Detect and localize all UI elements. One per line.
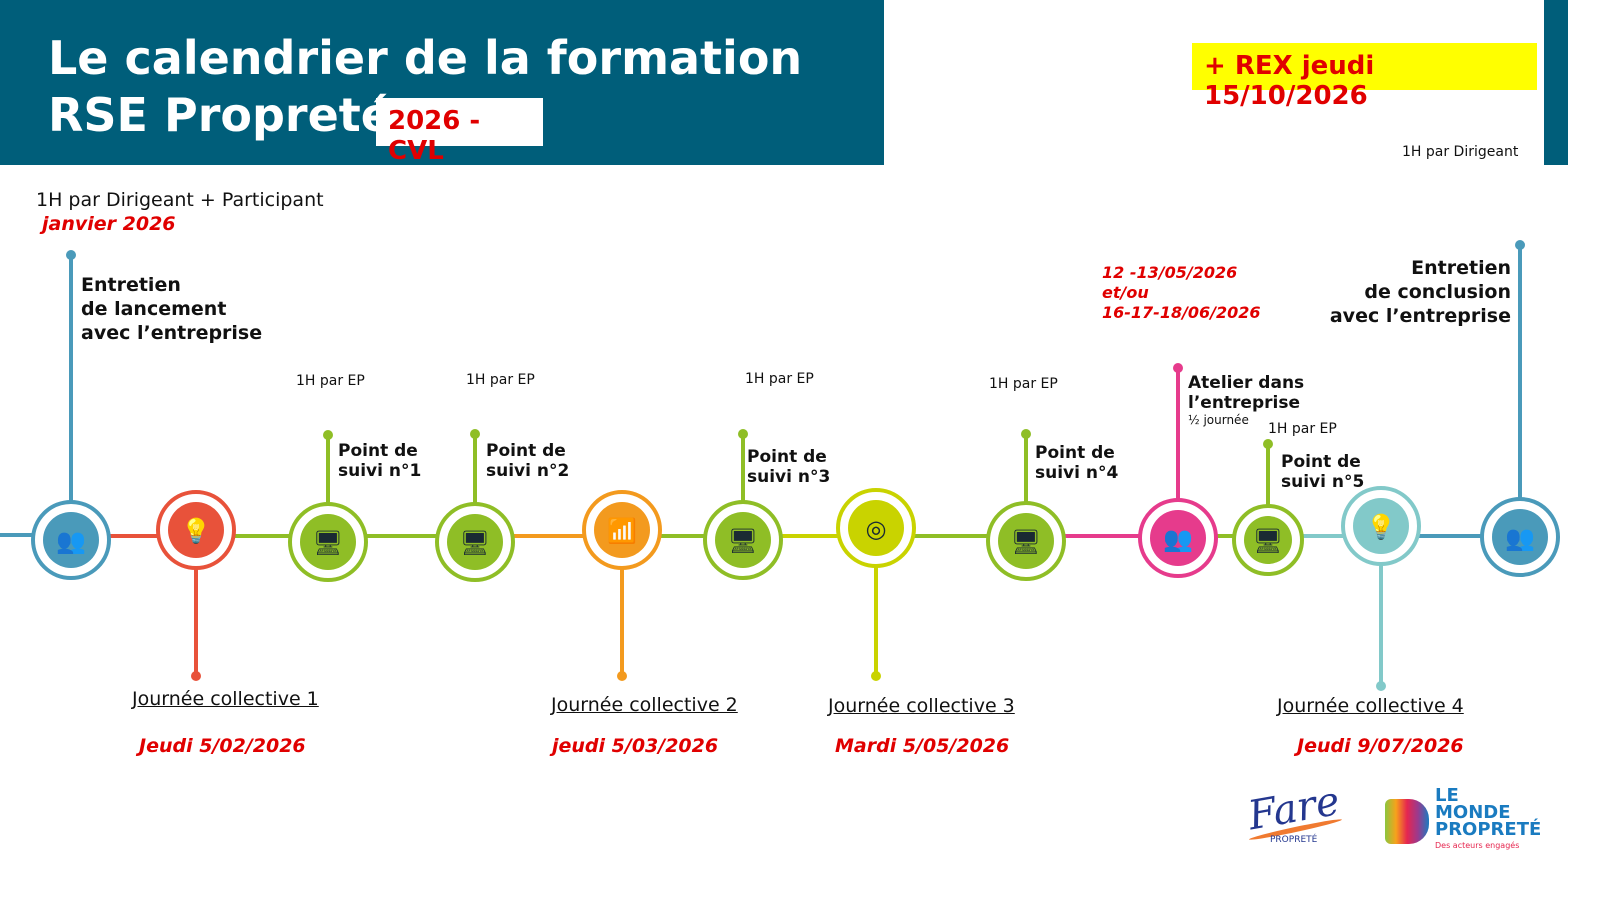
collective-2-date: jeudi 5/03/2026 (552, 735, 719, 757)
node-disc (1244, 516, 1292, 564)
node-disc (715, 512, 771, 568)
label-line: suivi n°1 (338, 461, 422, 481)
node-disc (848, 500, 904, 556)
monitor-chat-icon: 🖥 (460, 529, 490, 557)
monde-proprete-logo: LE MONDE PROPRETÉ Des acteurs engagés (1385, 787, 1541, 852)
collective-3-date: Mardi 5/05/2026 (835, 735, 1010, 757)
collective-4-label: Journée collective 4 (1277, 695, 1464, 717)
label-line: suivi n°2 (486, 461, 570, 481)
connector-dot (617, 671, 627, 681)
launch-duration: 1H par Dirigeant + Participant (36, 189, 324, 211)
connector-dot (1515, 240, 1525, 250)
connector-dot (1263, 439, 1273, 449)
launch-label-line: Entretien (81, 274, 181, 296)
date-line: 12 -13/05/2026 (1102, 263, 1238, 282)
label-line: suivi n°5 (1281, 472, 1365, 492)
node-disc (447, 514, 503, 570)
connector-dot (738, 429, 748, 439)
connector-dot (191, 671, 201, 681)
conclusion-label: Entretien de conclusion avec l’entrepris… (1330, 256, 1511, 328)
page-title: Le calendrier de la formation RSE Propre… (48, 31, 803, 142)
label-line: Point de (1035, 443, 1115, 463)
workshop-duration: ½ journée (1188, 413, 1249, 427)
launch-label-line: de lancement (81, 298, 227, 320)
fare-logo: Fare PROPRETÉ (1244, 778, 1344, 845)
monitor-chat-icon: 🖥 (1253, 527, 1283, 555)
workshop-dates: 12 -13/05/2026 et/ou 16-17-18/06/2026 (1102, 263, 1261, 323)
followup-3-duration: 1H par EP (745, 371, 814, 387)
node-disc (1150, 510, 1206, 566)
collective-4-date: Jeudi 9/07/2026 (1297, 735, 1464, 757)
label-line: Point de (338, 441, 418, 461)
node-disc (168, 502, 224, 558)
date-line: 16-17-18/06/2026 (1102, 303, 1261, 322)
followup-2-label: Point de suivi n°2 (486, 441, 569, 481)
monitor-chat-icon: 🖥 (728, 527, 758, 555)
launch-label-line: avec l’entreprise (81, 322, 263, 344)
label-line: Point de (747, 447, 827, 467)
bar-chart-icon: 📶 (607, 517, 637, 545)
node-disc (300, 514, 356, 570)
collective-3-label: Journée collective 3 (828, 695, 1015, 717)
label-line: suivi n°3 (747, 467, 831, 487)
collective-1-label: Journée collective 1 (132, 688, 319, 710)
workshop-label: Atelier dans l’entreprise (1188, 373, 1304, 413)
followup-5-duration: 1H par EP (1268, 421, 1337, 437)
followup-5-label: Point de suivi n°5 (1281, 452, 1364, 492)
date-line: et/ou (1102, 283, 1149, 302)
monitor-chat-icon: 🖥 (1011, 528, 1041, 556)
label-line: Atelier dans (1188, 373, 1305, 393)
followup-4-duration: 1H par EP (989, 376, 1058, 392)
target-icon: ◎ (866, 515, 887, 543)
node-disc (43, 512, 99, 568)
launch-date: janvier 2026 (42, 213, 176, 235)
region-badge: 2026 -CVL (376, 98, 543, 166)
lightbulb-check-icon: 💡 (1366, 513, 1396, 541)
node-disc (1353, 498, 1409, 554)
launch-label: Entretien de lancement avec l’entreprise (81, 273, 262, 345)
monitor-chat-icon: 🖥 (313, 529, 343, 557)
team-icon: 👥 (56, 527, 86, 555)
label-line: Point de (1281, 452, 1361, 472)
lightbulb-icon: 💡 (181, 517, 211, 545)
collective-2-label: Journée collective 2 (551, 694, 738, 716)
node-disc (594, 502, 650, 558)
connector-dot (1376, 681, 1386, 691)
connector-dot (1021, 429, 1031, 439)
connector-dot (66, 250, 76, 260)
label-line: suivi n°4 (1035, 463, 1119, 483)
connector-dot (871, 671, 881, 681)
followup-4-label: Point de suivi n°4 (1035, 443, 1118, 483)
connector-dot (323, 430, 333, 440)
followup-1-duration: 1H par EP (296, 373, 365, 389)
rex-banner: + REX jeudi 15/10/2026 (1192, 43, 1537, 111)
conclusion-label-line: avec l’entreprise (1329, 305, 1511, 327)
connector-dot (1173, 363, 1183, 373)
node-disc (1492, 509, 1548, 565)
rex-note: 1H par Dirigeant (1402, 144, 1519, 160)
meeting-icon: 👥 (1505, 524, 1535, 552)
followup-3-label: Point de suivi n°3 (747, 447, 830, 487)
accent-bar (1544, 0, 1568, 165)
label-line: l’entreprise (1188, 393, 1300, 413)
conclusion-label-line: de conclusion (1364, 281, 1511, 303)
followup-2-duration: 1H par EP (466, 372, 535, 388)
collective-1-date: Jeudi 5/02/2026 (139, 735, 306, 757)
audience-icon: 👥 (1163, 525, 1193, 553)
followup-1-label: Point de suivi n°1 (338, 441, 421, 481)
node-disc (998, 513, 1054, 569)
connector-dot (470, 429, 480, 439)
label-line: Point de (486, 441, 566, 461)
conclusion-label-line: Entretien (1411, 257, 1511, 279)
